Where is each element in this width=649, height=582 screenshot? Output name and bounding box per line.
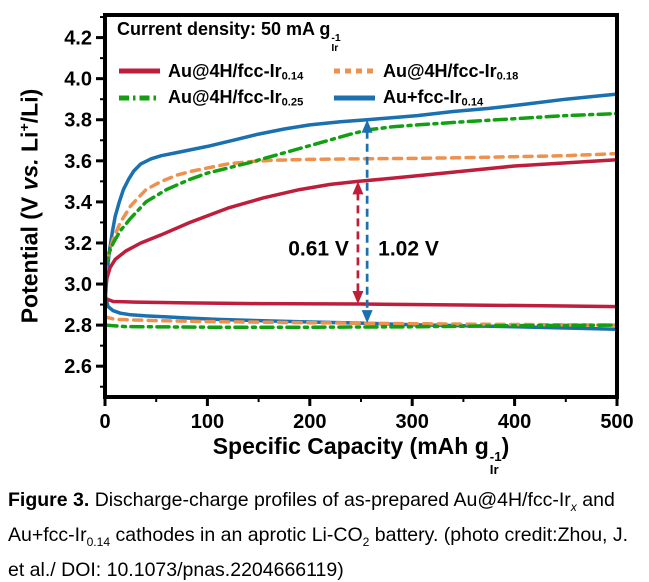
y-tick-label: 2.8 <box>64 315 92 337</box>
red-solid-line-sample <box>119 68 160 74</box>
legend-entry-label: Au@4H/fcc-Ir0.18 <box>383 60 519 82</box>
legend-entry-blue: Au+fcc-Ir0.14 <box>332 87 518 108</box>
y-tick-label: 4.0 <box>64 69 92 91</box>
chart-legend: Current density: 50 mA g -1 Ir Au@4H/fcc-I… <box>117 19 518 108</box>
gap-label: 1.02 V <box>378 237 439 260</box>
discharge-charge-chart: 0 100 200 300 400 500 2.6 2.8 3.0 3.2 3.4 3.6 3.8 4.0… <box>64 13 634 433</box>
green-dashdot-line-sample <box>119 95 160 101</box>
series-Au@4H/fcc-Ir0.18-charge <box>103 151 619 276</box>
y-tick-label: 3.6 <box>64 151 92 173</box>
blue-solid-line-sample <box>334 95 375 101</box>
y-tick-label: 2.6 <box>64 356 92 378</box>
gap-arrowhead-up <box>352 181 364 195</box>
legend-entry-label: Au@4H/fcc-Ir0.14 <box>168 60 304 82</box>
orange-dashed-line-sample <box>334 68 375 74</box>
legend-entry-green: Au@4H/fcc-Ir0.25 <box>117 87 332 108</box>
caption-segment: 2 <box>362 534 370 549</box>
series-Au@4H/fcc-Ir0.25-charge <box>103 111 619 272</box>
caption-segment: and Au+fcc-Ir <box>8 489 615 546</box>
x-tick-label: 400 <box>498 411 531 433</box>
gap-arrowhead-down <box>352 290 364 304</box>
g-ir-unit: -1 Ir <box>489 449 502 477</box>
x-tick-label: 0 <box>99 411 110 433</box>
caption-segment: x <box>570 499 577 514</box>
legend-entry-orange: Au@4H/fcc-Ir0.18 <box>332 61 518 82</box>
legend-entry-label: Au+fcc-Ir0.14 <box>383 87 484 109</box>
y-axis-title: Potential (V vs. Li+/Li) <box>16 88 43 324</box>
x-tick-label: 300 <box>396 411 429 433</box>
gap-arrowhead-up <box>361 119 373 133</box>
caption-segment: battery. (photo credit:Zhou, J. et al./ … <box>8 523 629 581</box>
series-Au@4H/fcc-Ir0.25-discharge <box>103 323 619 329</box>
gap-arrowhead-down <box>361 310 373 324</box>
series-Au@4H/fcc-Ir0.14-discharge <box>103 296 619 309</box>
y-tick-label: 3.4 <box>64 192 93 214</box>
gap-label: 0.61 V <box>288 237 349 260</box>
x-tick-label: 500 <box>600 411 633 433</box>
legend-entry-label: Au@4H/fcc-Ir0.25 <box>168 87 304 109</box>
caption-segment: Discharge-charge profiles of as-prepared… <box>89 489 571 511</box>
g-ir-unit: -1 Ir <box>331 32 341 54</box>
legend-title: Current density: 50 mA g -1 Ir <box>117 19 518 54</box>
caption-segment: Figure 3. <box>8 489 90 511</box>
legend-entry-red: Au@4H/fcc-Ir0.14 <box>117 61 332 82</box>
figure-caption: Figure 3. Discharge-charge profiles of a… <box>0 486 649 582</box>
legend-entries: Au@4H/fcc-Ir0.14 Au@4H/fcc-Ir0.18 Au@4H/… <box>117 61 518 108</box>
x-axis-title: Specific Capacity (mAh g -1 Ir) <box>212 433 510 477</box>
current-density-text: Current density: 50 mA g <box>117 19 331 39</box>
series-Au@4H/fcc-Ir0.14-charge <box>103 158 619 295</box>
plot-frame <box>103 13 619 399</box>
caption-segment: cathodes in an aprotic Li-CO <box>110 523 363 546</box>
series-Au+fcc-Ir0.14-charge <box>103 92 619 307</box>
chart-area: 0 100 200 300 400 500 2.6 2.8 3.0 3.2 3.4 3.6 3.8 4.0… <box>16 13 634 477</box>
x-tick-label: 200 <box>293 411 326 433</box>
caption-segment: 0.14 <box>86 534 111 549</box>
y-tick-label: 3.8 <box>64 110 92 132</box>
x-tick-label: 100 <box>191 411 224 433</box>
y-tick-label: 3.2 <box>64 233 92 255</box>
y-tick-label: 4.2 <box>64 28 92 50</box>
y-tick-label: 3.0 <box>64 274 92 296</box>
